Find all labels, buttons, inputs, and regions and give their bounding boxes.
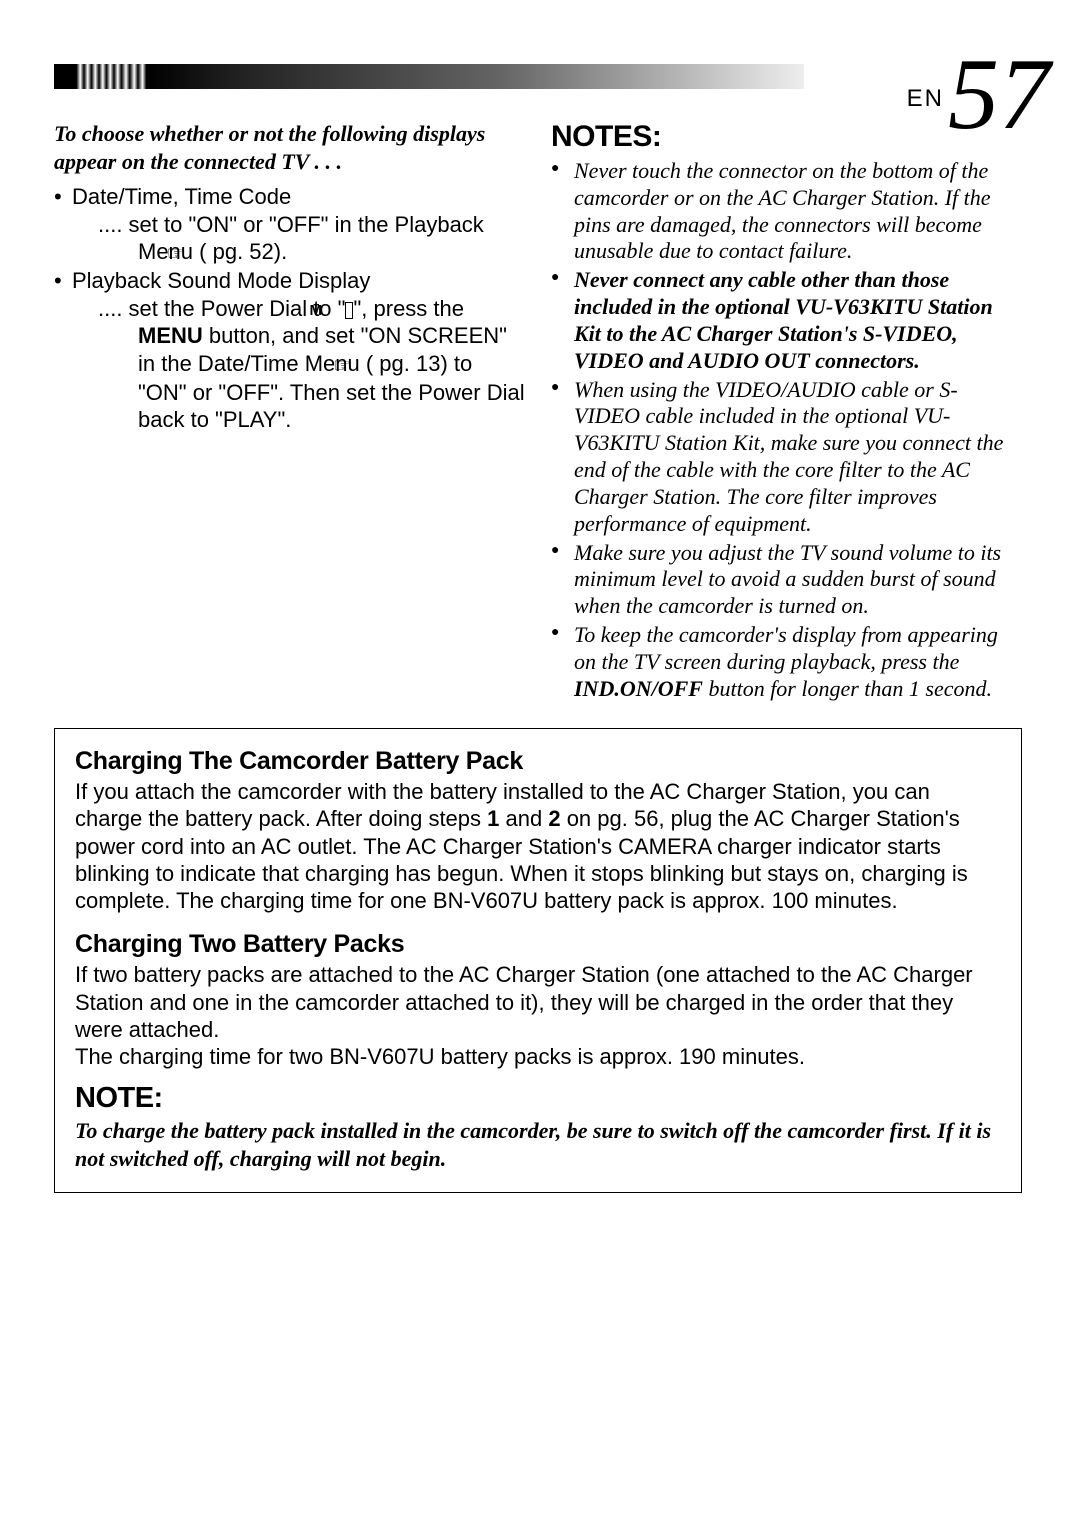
sub-text-mid1: ", press the [353, 296, 464, 321]
intro-text: To choose whether or not the following d… [54, 120, 525, 175]
notes-item: To keep the camcorder's display from app… [551, 622, 1022, 702]
left-column: To choose whether or not the following d… [54, 120, 525, 705]
sub-list: .... set to "ON" or "OFF" in the Playbac… [72, 211, 525, 268]
charging-box: Charging The Camcorder Battery Pack If y… [54, 728, 1022, 1193]
bullet-title: Date/Time, Time Code [72, 184, 291, 209]
sub-text-pre: .... set to "ON" or "OFF" in the Playbac… [98, 212, 484, 265]
note-text: When using the VIDEO/AUDIO cable or S-VI… [574, 377, 1003, 536]
page-header: EN 57 [54, 50, 1054, 100]
box-paragraph-2: If two battery packs are attached to the… [75, 961, 1001, 1070]
p2-a: If two battery packs are attached to the… [75, 962, 973, 1042]
note-text: Never touch the connector on the bottom … [574, 158, 991, 263]
sub-item: .... set to "ON" or "OFF" in the Playbac… [98, 211, 525, 268]
sub-text-pre: .... set the Power Dial to " [98, 296, 345, 321]
p1-step1: 1 [487, 806, 499, 831]
note-text: Make sure you adjust the TV sound volume… [574, 540, 1001, 619]
bullet-list: Date/Time, Time Code .... set to "ON" or… [54, 183, 525, 434]
notes-heading: NOTES: [551, 120, 1022, 154]
sub-list: .... set the Power Dial to "M", press th… [72, 295, 525, 434]
note-text-post: button for longer than 1 second. [703, 676, 992, 701]
box-paragraph-1: If you attach the camcorder with the bat… [75, 778, 1001, 914]
box-heading-1: Charging The Camcorder Battery Pack [75, 747, 1001, 776]
notes-item: Never connect any cable other than those… [551, 267, 1022, 374]
note-text-pre: To keep the camcorder's display from app… [574, 622, 998, 674]
notes-list: Never touch the connector on the bottom … [551, 158, 1022, 703]
box-note-text: To charge the battery pack installed in … [75, 1117, 1001, 1172]
bullet-item: Date/Time, Time Code .... set to "ON" or… [54, 183, 525, 267]
sub-item: .... set the Power Dial to "M", press th… [98, 295, 525, 434]
header-gradient-bar [54, 64, 804, 89]
box-note-heading: NOTE: [75, 1082, 1001, 1115]
sub-text-post: pg. 52). [206, 239, 287, 264]
bullet-title: Playback Sound Mode Display [72, 268, 370, 293]
p1-mid: and [499, 806, 548, 831]
box-heading-2: Charging Two Battery Packs [75, 930, 1001, 959]
content-columns: To choose whether or not the following d… [54, 120, 1022, 705]
right-column: NOTES: Never touch the connector on the … [551, 120, 1022, 705]
language-label: EN [907, 85, 944, 113]
note-text-bold: IND.ON/OFF [574, 676, 703, 701]
notes-item: Make sure you adjust the TV sound volume… [551, 540, 1022, 620]
p2-b: The charging time for two BN-V607U batte… [75, 1044, 805, 1069]
bullet-item: Playback Sound Mode Display .... set the… [54, 267, 525, 434]
notes-item: When using the VIDEO/AUDIO cable or S-VI… [551, 377, 1022, 538]
menu-label: MENU [138, 323, 203, 348]
note-text-bold: Never connect any cable other than those… [574, 267, 993, 372]
notes-item: Never touch the connector on the bottom … [551, 158, 1022, 265]
p1-step2: 2 [548, 806, 560, 831]
